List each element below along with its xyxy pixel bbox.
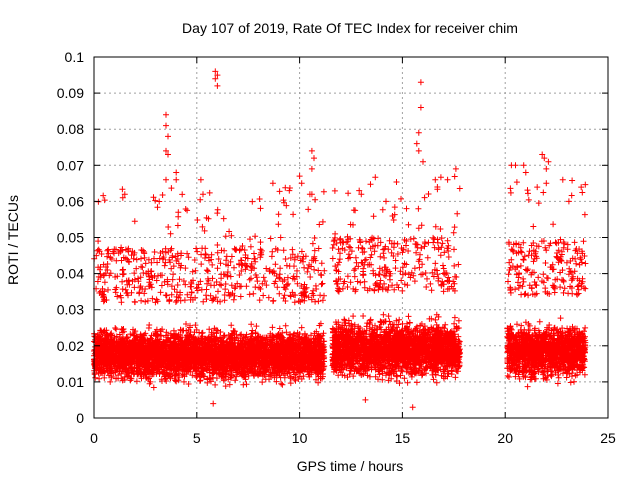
x-tick-label: 20: [497, 430, 513, 446]
y-tick-label: 0.09: [57, 85, 84, 101]
y-tick-label: 0: [76, 410, 84, 426]
x-tick-label: 5: [193, 430, 201, 446]
roti-plus-markers: [91, 68, 589, 411]
x-axis-label: GPS time / hours: [297, 458, 404, 474]
x-tick-label: 0: [90, 430, 98, 446]
y-tick-label: 0.1: [65, 49, 85, 65]
x-tick-label: 10: [292, 430, 308, 446]
y-tick-label: 0.01: [57, 374, 84, 390]
axis-ticks: [93, 56, 609, 419]
y-tick-label: 0.05: [57, 230, 84, 246]
y-tick-label: 0.07: [57, 157, 84, 173]
y-tick-label: 0.04: [57, 266, 84, 282]
y-axis-label: ROTI / TECUs: [5, 195, 21, 285]
x-tick-label: 25: [600, 430, 616, 446]
grid-lines: [94, 57, 608, 418]
chart-title: Day 107 of 2019, Rate Of TEC Index for r…: [182, 20, 518, 36]
data-points: [91, 68, 589, 411]
y-tick-labels: 0 0.01 0.02 0.03 0.04 0.05 0.06 0.07 0.08 0.09 0.1: [57, 49, 84, 426]
y-tick-label: 0.08: [57, 121, 84, 137]
y-tick-label: 0.03: [57, 302, 84, 318]
x-tick-labels: 0 5 10 15 20 25: [90, 430, 616, 446]
x-tick-label: 15: [395, 430, 411, 446]
y-tick-label: 0.06: [57, 193, 84, 209]
y-tick-label: 0.02: [57, 338, 84, 354]
